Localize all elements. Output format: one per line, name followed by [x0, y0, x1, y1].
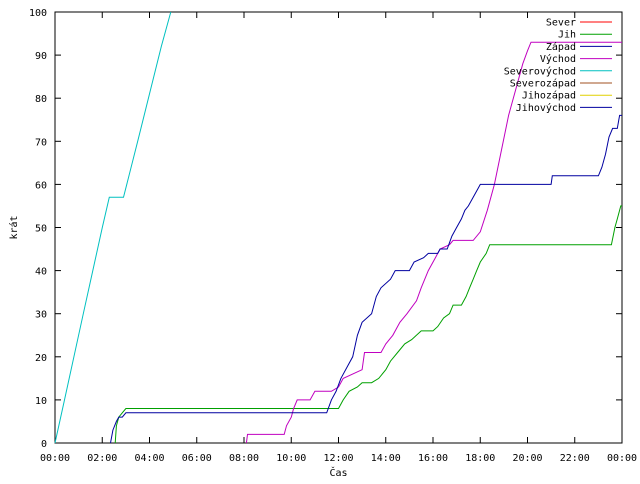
- y-tick-label: 10: [35, 396, 47, 407]
- legend-label: Severovýchod: [504, 65, 576, 77]
- y-tick-label: 70: [35, 137, 47, 148]
- legend-label: Jihozápad: [522, 90, 576, 102]
- x-tick-label: 18:00: [465, 453, 495, 464]
- x-tick-label: 04:00: [134, 453, 164, 464]
- legend-label: Východ: [540, 53, 576, 65]
- x-tick-label: 10:00: [276, 453, 306, 464]
- legend-label: Jihovýchod: [516, 102, 576, 114]
- y-tick-label: 30: [35, 310, 47, 321]
- y-tick-label: 80: [35, 94, 47, 105]
- y-tick-label: 20: [35, 353, 47, 364]
- y-tick-label: 40: [35, 267, 47, 278]
- x-tick-label: 12:00: [323, 453, 353, 464]
- legend-label: Jih: [558, 30, 576, 41]
- series-line-7: [110, 114, 622, 444]
- y-tick-label: 0: [41, 439, 47, 450]
- x-tick-label: 00:00: [607, 453, 637, 464]
- x-tick-label: 00:00: [40, 453, 70, 464]
- x-tick-label: 22:00: [560, 453, 590, 464]
- y-tick-label: 60: [35, 180, 47, 191]
- x-tick-label: 02:00: [87, 453, 117, 464]
- y-axis-title: krát: [8, 215, 20, 239]
- legend-label: Sever: [546, 18, 576, 29]
- series-line-1: [114, 205, 622, 444]
- legend-label: Západ: [546, 41, 576, 53]
- legend-label: Severozápad: [510, 78, 576, 90]
- x-tick-label: 16:00: [418, 453, 448, 464]
- x-tick-label: 06:00: [182, 453, 212, 464]
- series-line-4: [54, 11, 172, 444]
- y-tick-label: 50: [35, 224, 47, 235]
- x-tick-label: 08:00: [229, 453, 259, 464]
- x-tick-label: 14:00: [371, 453, 401, 464]
- y-tick-label: 100: [29, 8, 47, 19]
- x-axis-title: Čas: [329, 466, 347, 479]
- series-line-3: [245, 41, 622, 444]
- x-tick-label: 20:00: [512, 453, 542, 464]
- y-tick-label: 90: [35, 51, 47, 62]
